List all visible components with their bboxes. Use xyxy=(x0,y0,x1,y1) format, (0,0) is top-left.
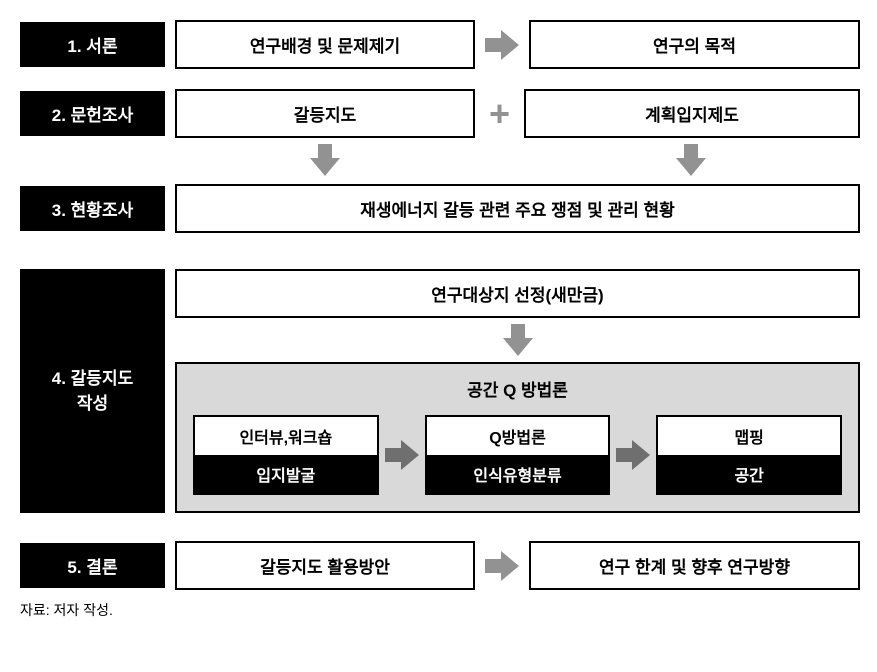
step-3-top: 맵핑 xyxy=(658,417,840,455)
arrow-right-icon xyxy=(385,440,419,470)
arrow-down-icon xyxy=(676,144,706,176)
method-panel: 공간 Q 방법론 인터뷰,워크숍 입지발굴 Q방법론 인식유형분류 xyxy=(175,362,860,513)
research-flowchart: 1. 서론 연구배경 및 문제제기 연구의 목적 2. 문헌조사 갈등지도 + … xyxy=(20,20,860,620)
r5-box1: 갈등지도 활용방안 xyxy=(175,541,475,590)
step-3: 맵핑 공간 xyxy=(656,415,842,495)
step-1: 인터뷰,워크숍 입지발굴 xyxy=(193,415,379,495)
r1-box1: 연구배경 및 문제제기 xyxy=(175,20,475,69)
down-arrows-r2 xyxy=(175,144,860,176)
r4-top-box: 연구대상지 선정(새만금) xyxy=(175,269,860,318)
row-5: 5. 결론 갈등지도 활용방안 연구 한계 및 향후 연구방향 xyxy=(20,541,860,590)
arrow-right-icon xyxy=(485,30,519,60)
plus-icon: + xyxy=(485,96,514,132)
section-1-label: 1. 서론 xyxy=(20,22,165,67)
row-4: 4. 갈등지도작성 연구대상지 선정(새만금) 공간 Q 방법론 인터뷰,워크숍… xyxy=(20,269,860,513)
r1-box2: 연구의 목적 xyxy=(529,20,860,69)
r3-box1: 재생에너지 갈등 관련 주요 쟁점 및 관리 현황 xyxy=(175,184,860,233)
step-3-bottom: 공간 xyxy=(658,455,840,493)
section-2-label: 2. 문헌조사 xyxy=(20,91,165,136)
section-4-body: 연구대상지 선정(새만금) 공간 Q 방법론 인터뷰,워크숍 입지발굴 xyxy=(175,269,860,513)
section-4-label: 4. 갈등지도작성 xyxy=(20,269,165,513)
method-title: 공간 Q 방법론 xyxy=(193,376,842,401)
step-2-bottom: 인식유형분류 xyxy=(427,455,609,493)
section-3-label: 3. 현황조사 xyxy=(20,186,165,231)
step-2: Q방법론 인식유형분류 xyxy=(425,415,611,495)
step-1-bottom: 입지발굴 xyxy=(195,455,377,493)
section-5-label: 5. 결론 xyxy=(20,543,165,588)
arrow-down-icon xyxy=(310,144,340,176)
r2-box1: 갈등지도 xyxy=(175,89,475,138)
step-1-top: 인터뷰,워크숍 xyxy=(195,417,377,455)
r5-box2: 연구 한계 및 향후 연구방향 xyxy=(529,541,860,590)
step-2-top: Q방법론 xyxy=(427,417,609,455)
row-2: 2. 문헌조사 갈등지도 + 계획입지제도 xyxy=(20,89,860,138)
footnote: 자료: 저자 작성. xyxy=(20,600,860,620)
row-1: 1. 서론 연구배경 및 문제제기 연구의 목적 xyxy=(20,20,860,69)
arrow-right-icon xyxy=(616,440,650,470)
r2-box2: 계획입지제도 xyxy=(524,89,860,138)
arrow-down-icon xyxy=(503,324,533,356)
row-3: 3. 현황조사 재생에너지 갈등 관련 주요 쟁점 및 관리 현황 xyxy=(20,184,860,233)
method-steps: 인터뷰,워크숍 입지발굴 Q방법론 인식유형분류 xyxy=(193,415,842,495)
arrow-right-icon xyxy=(485,551,519,581)
